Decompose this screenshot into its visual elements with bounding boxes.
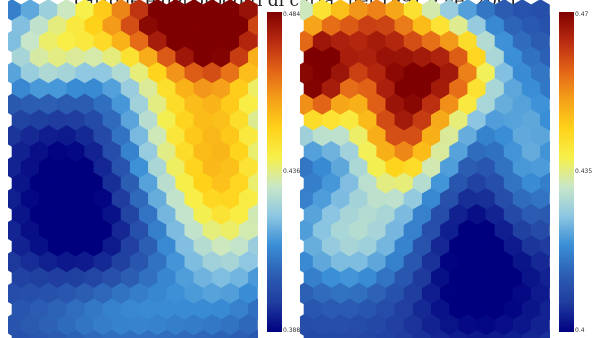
heatmap-left-hex-cell xyxy=(193,329,213,338)
colorbar-left-max-label: 0.484 xyxy=(283,11,301,18)
figure-caption: cartone e dei prodotti di carta" nel 199… xyxy=(74,0,519,11)
heatmap-left-hex-cell xyxy=(248,329,258,338)
heatmap-right-hex-cell xyxy=(431,329,450,338)
heatmap-right-hex-cell xyxy=(394,329,414,338)
heatmap-left-hex-cell xyxy=(11,329,31,338)
heatmap-right-hex-cell xyxy=(412,329,432,338)
heatmap-left-hex-cell xyxy=(48,329,67,338)
heatmap-right-hex-cell xyxy=(485,329,505,338)
heatmap-right-hex-cell xyxy=(358,329,377,338)
colorbar-left xyxy=(267,12,282,332)
heatmap-right-hex-cell xyxy=(340,329,359,338)
heatmap-right-hex-cell xyxy=(467,329,487,338)
colorbar-right xyxy=(559,12,574,332)
heatmap-left-hex-cell xyxy=(157,329,176,338)
heatmap-right-hex-cell xyxy=(449,329,468,338)
heatmap-right-hex-cell xyxy=(540,329,550,338)
heatmap-left-hex-cell xyxy=(66,329,85,338)
heatmap-left-hex-cell xyxy=(175,329,195,338)
colorbar-left-min-label: 0.388 xyxy=(283,327,301,334)
heatmap-left-hex-cell xyxy=(102,329,122,338)
colorbar-left-mid-label: 0.436 xyxy=(283,168,301,175)
heatmap-right-hex-cell xyxy=(376,329,396,338)
heatmap-left xyxy=(8,0,258,338)
heatmap-right-hex-cell xyxy=(503,329,523,338)
heatmap-left-hex-cell xyxy=(229,329,249,338)
colorbar-right-mid-label: 0.435 xyxy=(575,168,593,175)
heatmap-left-hex-cell xyxy=(84,329,104,338)
heatmap-left-hex-cell xyxy=(139,329,158,338)
colorbar-right-min-label: 0.4 xyxy=(575,327,585,334)
heatmap-left-hex-cell xyxy=(211,329,231,338)
heatmap-right-hex-cell xyxy=(321,329,341,338)
heatmap-left-hex-cell xyxy=(29,329,49,338)
heatmap-right-hex-cell xyxy=(521,329,541,338)
heatmap-right-hex-cell xyxy=(303,329,323,338)
heatmap-left-hex-cell xyxy=(120,329,140,338)
heatmap-right xyxy=(300,0,550,338)
colorbar-right-max-label: 0.47 xyxy=(575,11,589,18)
